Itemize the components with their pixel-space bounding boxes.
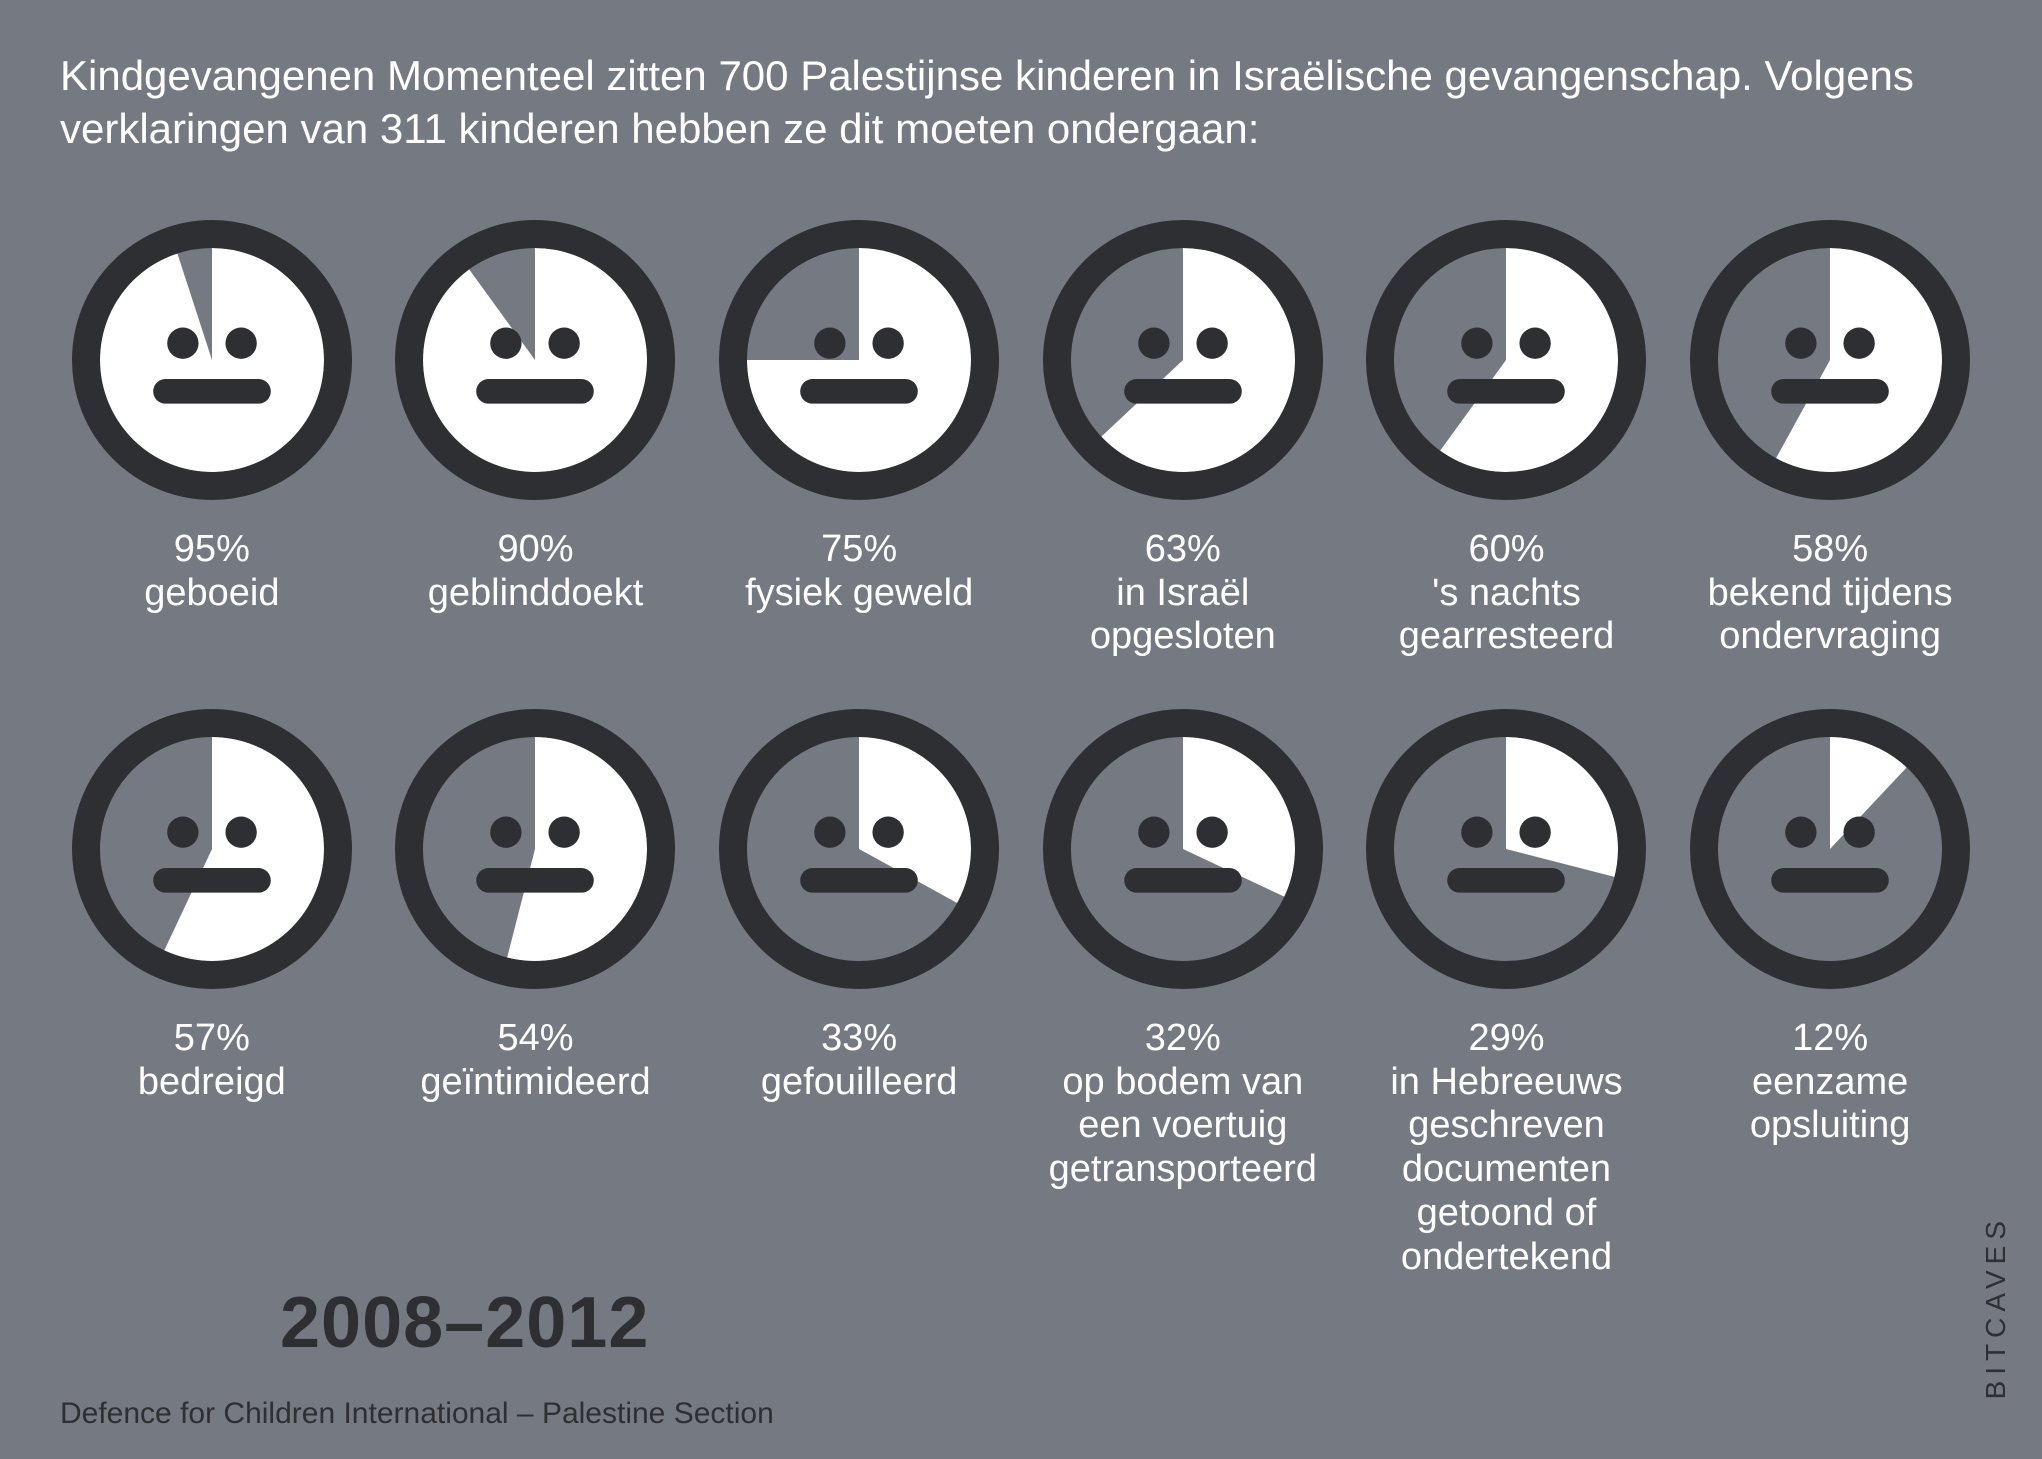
stat-label: op bodem van een voertuig getransporteer… (1049, 1061, 1317, 1190)
pie-face-icon (1043, 220, 1323, 500)
stat-caption: 33%gefouilleerd (761, 1017, 957, 1104)
stat-cell: 58%bekend tijdens ondervraging (1678, 220, 1982, 659)
stat-label: geboeid (144, 572, 279, 614)
stat-percent: 90% (428, 528, 644, 572)
stat-label: fysiek geweld (745, 572, 973, 614)
stat-cell: 54%geïntimideerd (384, 709, 688, 1279)
pie-face-icon (72, 220, 352, 500)
header-text: Kindgevangenen Momenteel zitten 700 Pale… (60, 50, 1922, 155)
stat-caption: 29%in Hebreeuws geschreven documenten ge… (1356, 1017, 1656, 1279)
stat-cell: 75%fysiek geweld (707, 220, 1011, 659)
stat-label: bedreigd (138, 1061, 286, 1103)
pie-face-icon (1690, 220, 1970, 500)
stat-percent: 33% (761, 1017, 957, 1061)
stat-label: in Hebreeuws geschreven documenten getoo… (1390, 1061, 1622, 1278)
pie-face-icon (719, 709, 999, 989)
source-credit: Defence for Children International – Pal… (60, 1397, 774, 1431)
stat-caption: 32%op bodem van een voertuig getransport… (1033, 1017, 1333, 1192)
stat-cell: 57%bedreigd (60, 709, 364, 1279)
stat-percent: 54% (420, 1017, 650, 1061)
stat-caption: 95%geboeid (144, 528, 279, 615)
stat-percent: 29% (1356, 1017, 1656, 1061)
stat-caption: 54%geïntimideerd (420, 1017, 650, 1104)
pie-face-icon (72, 709, 352, 989)
stat-caption: 57%bedreigd (138, 1017, 286, 1104)
stat-percent: 63% (1033, 528, 1333, 572)
stat-label: in Israël opgesloten (1090, 572, 1276, 658)
stat-cell: 12%eenzame opsluiting (1678, 709, 1982, 1279)
infographic-grid: 95%geboeid 90%geblinddoekt 75%fysiek gewel… (60, 220, 1982, 1279)
stat-percent: 57% (138, 1017, 286, 1061)
stat-percent: 58% (1680, 528, 1980, 572)
stat-cell: 29%in Hebreeuws geschreven documenten ge… (1355, 709, 1659, 1279)
pie-face-icon (395, 709, 675, 989)
brand-mark: BITCAVES (1980, 1215, 2012, 1399)
stat-percent: 95% (144, 528, 279, 572)
stat-cell: 63%in Israël opgesloten (1031, 220, 1335, 659)
stat-percent: 75% (745, 528, 973, 572)
stat-label: geïntimideerd (420, 1061, 650, 1103)
stat-label: gefouilleerd (761, 1061, 957, 1103)
pie-face-icon (1366, 220, 1646, 500)
stat-caption: 58%bekend tijdens ondervraging (1680, 528, 1980, 659)
pie-face-icon (395, 220, 675, 500)
pie-face-icon (1043, 709, 1323, 989)
stat-label: 's nachts gearresteerd (1399, 572, 1614, 658)
stat-caption: 12%eenzame opsluiting (1680, 1017, 1980, 1148)
stat-percent: 32% (1033, 1017, 1333, 1061)
stat-label: eenzame opsluiting (1750, 1061, 1911, 1147)
stat-caption: 63%in Israël opgesloten (1033, 528, 1333, 659)
stat-cell: 95%geboeid (60, 220, 364, 659)
stat-cell: 90%geblinddoekt (384, 220, 688, 659)
stat-percent: 60% (1356, 528, 1656, 572)
pie-face-icon (719, 220, 999, 500)
stat-caption: 75%fysiek geweld (745, 528, 973, 615)
pie-face-icon (1690, 709, 1970, 989)
stat-cell: 60%'s nachts gearresteerd (1355, 220, 1659, 659)
stat-caption: 60%'s nachts gearresteerd (1356, 528, 1656, 659)
stat-label: bekend tijdens ondervraging (1708, 572, 1953, 658)
pie-face-icon (1366, 709, 1646, 989)
date-range: 2008–2012 (280, 1282, 649, 1364)
stat-label: geblinddoekt (428, 572, 644, 614)
stat-cell: 33%gefouilleerd (707, 709, 1011, 1279)
stat-cell: 32%op bodem van een voertuig getransport… (1031, 709, 1335, 1279)
stat-percent: 12% (1680, 1017, 1980, 1061)
stat-caption: 90%geblinddoekt (428, 528, 644, 615)
